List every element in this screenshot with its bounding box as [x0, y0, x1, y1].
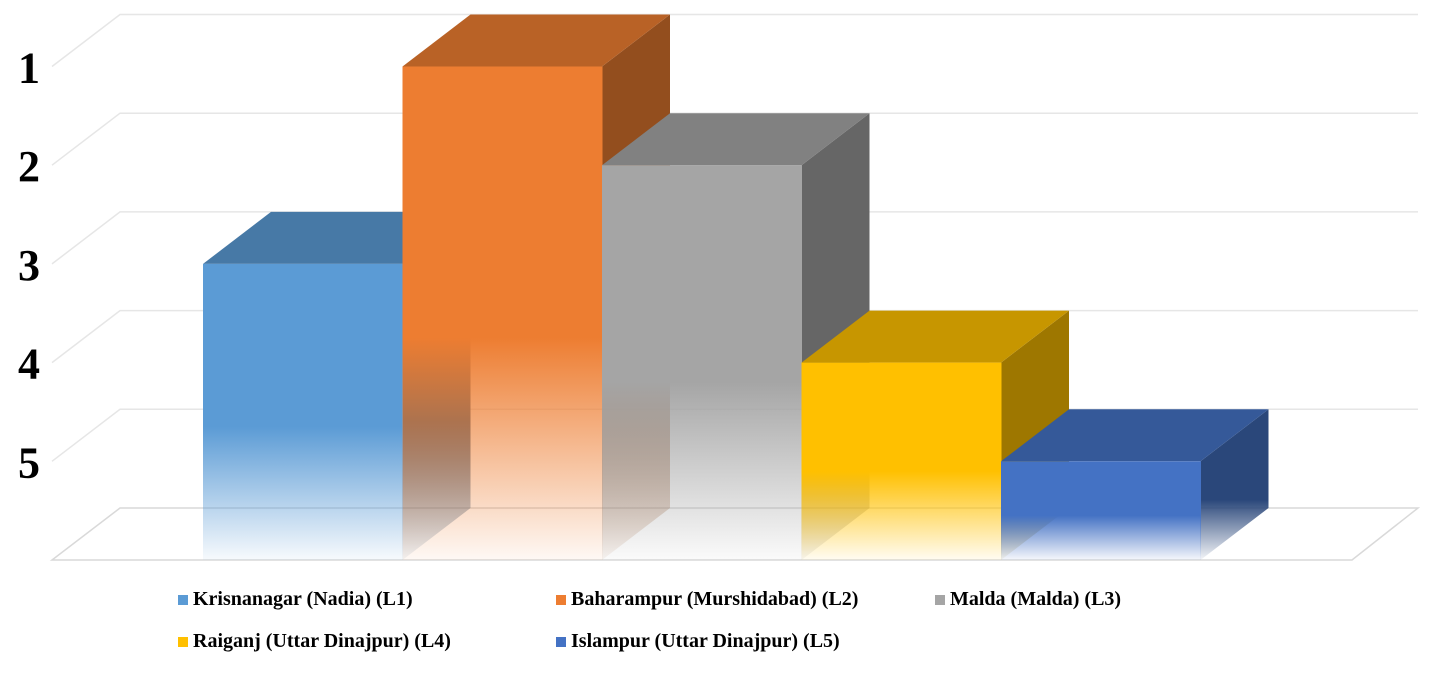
bars [203, 14, 1269, 560]
y-tick-label: 5 [18, 438, 40, 487]
legend-label-l5: Islampur (Uttar Dinajpur) (L5) [571, 630, 840, 652]
bar-front [1001, 461, 1201, 560]
legend-swatch-l4 [178, 636, 188, 647]
bar-front [801, 362, 1002, 560]
y-tick-labels: 1 2 3 4 5 [18, 44, 40, 488]
bar-top [402, 14, 670, 67]
legend-label-l3: Malda (Malda) (L3) [950, 588, 1122, 610]
bar-front [602, 165, 802, 560]
legend-swatch-l2 [556, 594, 566, 605]
bar-top [1001, 409, 1269, 462]
y-tick-label: 3 [18, 241, 40, 290]
legend-label-l1: Krisnanagar (Nadia) (L1) [193, 588, 413, 610]
legend: Krisnanagar (Nadia) (L1) Baharampur (Mur… [0, 588, 1430, 672]
gridline [51, 13, 1418, 68]
bar-side [1200, 409, 1269, 560]
bar-front [402, 66, 603, 560]
y-tick-label: 4 [18, 340, 40, 389]
gridline [51, 211, 1418, 265]
legend-row-2: Raiganj (Uttar Dinajpur) (L4) Islampur (… [0, 630, 1430, 672]
legend-row-1: Krisnanagar (Nadia) (L1) Baharampur (Mur… [0, 588, 1430, 630]
bar-front [203, 263, 403, 560]
legend-swatch-l1 [178, 594, 188, 605]
legend-label-l2: Baharampur (Murshidabad) (L2) [571, 588, 859, 610]
chart-plot: 1 2 3 4 5 [18, 13, 1421, 561]
y-tick-label: 2 [18, 142, 40, 191]
bar-top [801, 310, 1069, 363]
bar-5 [1001, 409, 1269, 560]
legend-item-l4: Raiganj (Uttar Dinajpur) (L4) [178, 630, 451, 653]
legend-item-l1: Krisnanagar (Nadia) (L1) [178, 588, 413, 611]
bar-top [602, 113, 870, 166]
legend-item-l2: Baharampur (Murshidabad) (L2) [556, 588, 858, 611]
legend-item-l5: Islampur (Uttar Dinajpur) (L5) [556, 630, 840, 653]
legend-swatch-l3 [935, 594, 945, 605]
legend-label-l4: Raiganj (Uttar Dinajpur) (L4) [193, 630, 451, 652]
legend-item-l3: Malda (Malda) (L3) [935, 588, 1121, 611]
y-tick-label: 1 [18, 44, 40, 93]
legend-swatch-l5 [556, 636, 566, 647]
gridlines [49, 13, 1421, 561]
gridline [51, 112, 1418, 166]
